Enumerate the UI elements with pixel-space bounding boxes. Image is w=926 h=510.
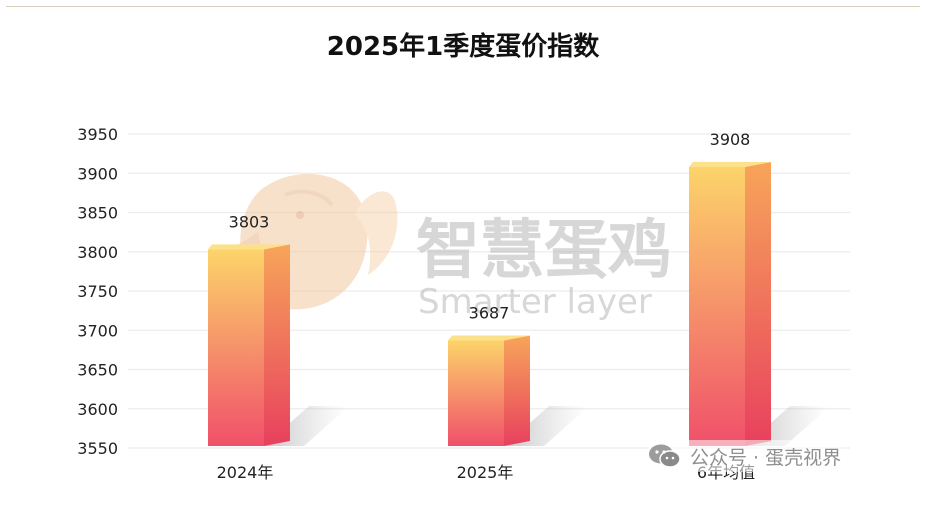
y-tick-label: 3950 <box>77 125 118 144</box>
wechat-icon <box>649 444 681 468</box>
y-tick-label: 3700 <box>77 321 118 340</box>
chart-title: 2025年1季度蛋价指数 <box>327 31 600 62</box>
y-tick-label: 3650 <box>77 361 118 380</box>
bar-front <box>689 166 745 446</box>
top-divider <box>6 6 920 7</box>
x-tick-label: 2024年 <box>217 463 274 482</box>
bar-top <box>689 161 771 167</box>
watermark: 智慧蛋鸡 Smarter layer <box>238 173 672 322</box>
bar-side <box>504 335 530 446</box>
bar-side <box>264 244 290 446</box>
watermark-brand-cn: 智慧蛋鸡 <box>416 214 672 288</box>
y-tick-label: 3600 <box>77 400 118 419</box>
y-axis: 3950 3900 3850 3800 3750 3700 3650 3600 3550 <box>77 125 118 458</box>
y-tick-label: 3850 <box>77 204 118 223</box>
y-tick-label: 3800 <box>77 243 118 262</box>
x-tick-label: 2025年 <box>457 463 514 482</box>
y-tick-label: 3550 <box>77 439 118 458</box>
bar-value-label: 3687 <box>469 303 510 322</box>
y-tick-label: 3900 <box>77 164 118 183</box>
bar-top <box>208 244 290 250</box>
bar-value-label: 3803 <box>229 212 270 231</box>
footer-watermark: 公众号 · 蛋壳视界 <box>648 440 842 472</box>
bar-top <box>448 335 530 341</box>
bar-value-label: 3908 <box>710 130 751 149</box>
bar-side <box>745 161 771 446</box>
watermark-brand-en: Smarter layer <box>418 282 652 322</box>
y-tick-label: 3750 <box>77 282 118 301</box>
footer-text: 公众号 · 蛋壳视界 <box>690 446 842 469</box>
bar-front <box>208 249 264 446</box>
bar-front <box>448 340 504 446</box>
